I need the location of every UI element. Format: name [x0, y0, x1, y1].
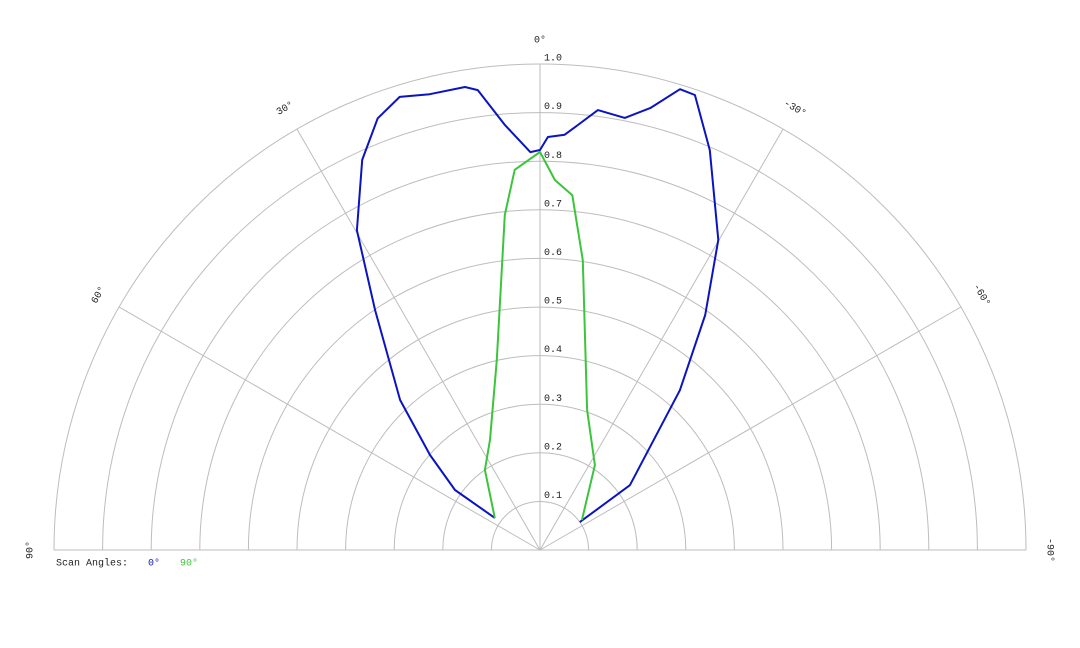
grid-spoke — [296, 128, 541, 551]
theta-tick-label: 60° — [89, 285, 108, 307]
grid-spoke — [539, 306, 962, 551]
r-tick-label: 1.0 — [544, 54, 562, 65]
theta-tick-label: -90° — [1043, 538, 1055, 562]
legend-title: Scan Angles: — [56, 558, 128, 570]
r-tick-label: 0.3 — [544, 394, 562, 405]
r-tick-label: 0.1 — [544, 491, 562, 502]
series-line — [355, 86, 720, 523]
theta-tick-label: 30° — [275, 99, 297, 118]
series-line — [483, 151, 596, 521]
r-tick-label: 0.6 — [544, 248, 562, 259]
legend-entry: 90° — [180, 558, 198, 570]
grid-spoke — [539, 128, 784, 551]
r-tick-label: 0.8 — [544, 151, 562, 162]
theta-tick-label: -30° — [781, 98, 808, 120]
r-tick-label: 0.5 — [544, 297, 562, 308]
legend-entry: 0° — [148, 558, 160, 570]
r-tick-label: 0.2 — [544, 442, 562, 453]
r-tick-label: 0.7 — [544, 199, 562, 210]
theta-tick-label: -60° — [970, 282, 992, 309]
r-tick-label: 0.9 — [544, 102, 562, 113]
r-tick-label: 0.4 — [544, 345, 562, 356]
theta-tick-label: 90° — [25, 541, 37, 559]
grid-spoke — [118, 306, 541, 551]
theta-tick-label: 0° — [534, 35, 546, 47]
